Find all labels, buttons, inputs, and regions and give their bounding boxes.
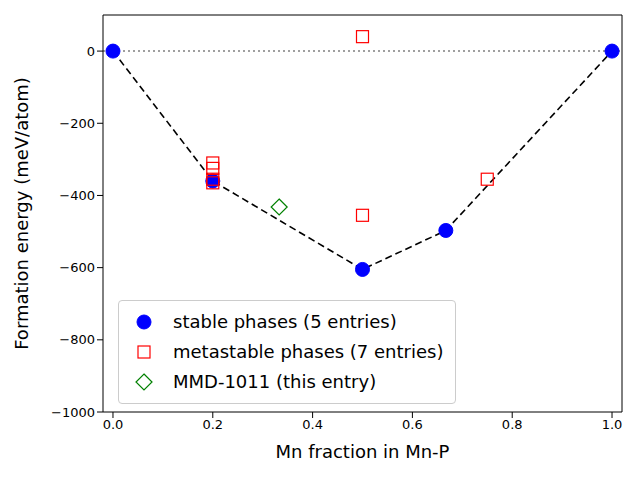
svg-text:0.6: 0.6 <box>402 417 423 432</box>
svg-text:Mn fraction in Mn-P: Mn fraction in Mn-P <box>276 441 450 462</box>
svg-text:0.4: 0.4 <box>302 417 323 432</box>
svg-text:−600: −600 <box>59 260 95 275</box>
svg-text:0.8: 0.8 <box>502 417 523 432</box>
svg-text:0.0: 0.0 <box>103 417 124 432</box>
html-text:metastable phases (7 entries): metastable phases (7 entries) <box>173 341 444 362</box>
svg-text:−800: −800 <box>59 332 95 347</box>
svg-text:0: 0 <box>87 44 95 59</box>
svg-text:1.0: 1.0 <box>602 417 623 432</box>
svg-text:−1000: −1000 <box>51 405 95 420</box>
html-text:stable phases (5 entries): stable phases (5 entries) <box>173 311 397 332</box>
svg-text:Formation energy (meV/atom): Formation energy (meV/atom) <box>11 77 32 350</box>
svg-text:−400: −400 <box>59 188 95 203</box>
svg-text:0.2: 0.2 <box>202 417 223 432</box>
svg-text:−200: −200 <box>59 116 95 131</box>
html-text:MMD-1011 (this entry): MMD-1011 (this entry) <box>173 371 377 392</box>
